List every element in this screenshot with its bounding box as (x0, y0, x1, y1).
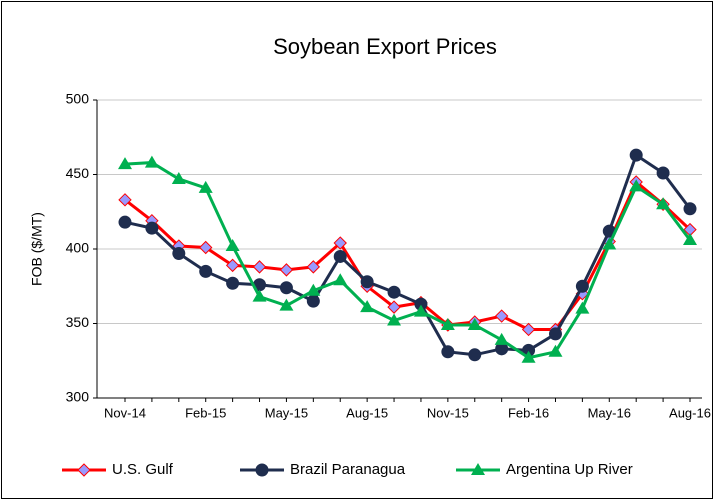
x-tick-label: Feb-15 (185, 405, 226, 420)
point (387, 313, 402, 326)
y-axis-label: FOB ($/MT) (29, 212, 45, 286)
point (360, 300, 375, 313)
x-tick-label: Aug-15 (346, 405, 388, 420)
point (225, 258, 240, 273)
point (279, 281, 293, 295)
point (575, 279, 589, 293)
point (118, 215, 132, 229)
point (118, 193, 132, 207)
point (387, 285, 401, 299)
y-tick-label: 400 (66, 240, 90, 256)
y-tick-label: 300 (66, 389, 90, 405)
point (360, 275, 374, 289)
point (77, 463, 91, 477)
point (333, 236, 347, 250)
series-line (124, 152, 692, 357)
x-tick-label: May-15 (265, 405, 308, 420)
y-tick-label: 450 (66, 165, 90, 181)
series-line (124, 161, 692, 360)
point (333, 273, 348, 286)
point (602, 237, 617, 250)
x-tick-label: Feb-16 (508, 405, 549, 420)
point (440, 317, 455, 330)
point (387, 300, 401, 314)
point (494, 332, 509, 345)
point (199, 264, 213, 278)
point (306, 294, 320, 308)
point (683, 233, 697, 246)
x-tick-label: Aug-16 (669, 405, 711, 420)
point (118, 157, 132, 170)
x-tick-label: May-16 (588, 405, 631, 420)
point (145, 221, 159, 235)
point (575, 301, 590, 314)
point (548, 327, 562, 341)
point (656, 166, 670, 180)
point (171, 171, 186, 184)
chart-title: Soybean Export Prices (273, 34, 497, 59)
point (656, 197, 671, 210)
point (198, 180, 213, 193)
point (279, 298, 294, 311)
x-tick-label: Nov-14 (104, 405, 146, 420)
point (548, 344, 563, 357)
y-tick-label: 350 (66, 314, 90, 330)
x-tick-label: Nov-15 (427, 405, 469, 420)
point (629, 148, 643, 162)
point (413, 304, 428, 317)
legend-label: Brazil Paranagua (290, 461, 406, 478)
point (226, 276, 240, 290)
point (306, 260, 321, 274)
point (252, 289, 267, 302)
point (441, 345, 455, 359)
point (144, 155, 159, 168)
point (468, 348, 482, 362)
point (279, 263, 294, 277)
point (683, 202, 697, 216)
point (471, 463, 485, 475)
legend-label: Argentina Up River (506, 461, 633, 478)
legend-label: U.S. Gulf (112, 461, 174, 478)
point (333, 249, 347, 263)
y-tick-label: 500 (66, 91, 90, 107)
point (521, 322, 536, 337)
point (467, 317, 482, 330)
point (252, 260, 267, 274)
point (199, 240, 213, 255)
point (306, 283, 321, 296)
point (255, 463, 269, 477)
point (225, 239, 240, 252)
series-line (124, 179, 692, 331)
point (521, 350, 536, 363)
point (629, 179, 644, 192)
point (494, 309, 509, 323)
point (172, 246, 186, 260)
